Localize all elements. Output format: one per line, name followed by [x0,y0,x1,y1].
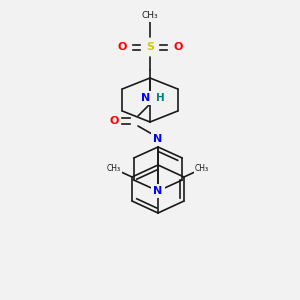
Text: S: S [146,42,154,52]
Text: H: H [156,93,164,103]
Text: O: O [173,42,183,52]
Text: N: N [153,134,163,144]
Text: CH₃: CH₃ [142,11,158,20]
Text: CH₃: CH₃ [107,164,121,173]
Text: N: N [153,186,163,196]
Text: CH₃: CH₃ [195,164,209,173]
Text: N: N [141,93,151,103]
Text: O: O [117,42,127,52]
Text: O: O [109,116,119,126]
